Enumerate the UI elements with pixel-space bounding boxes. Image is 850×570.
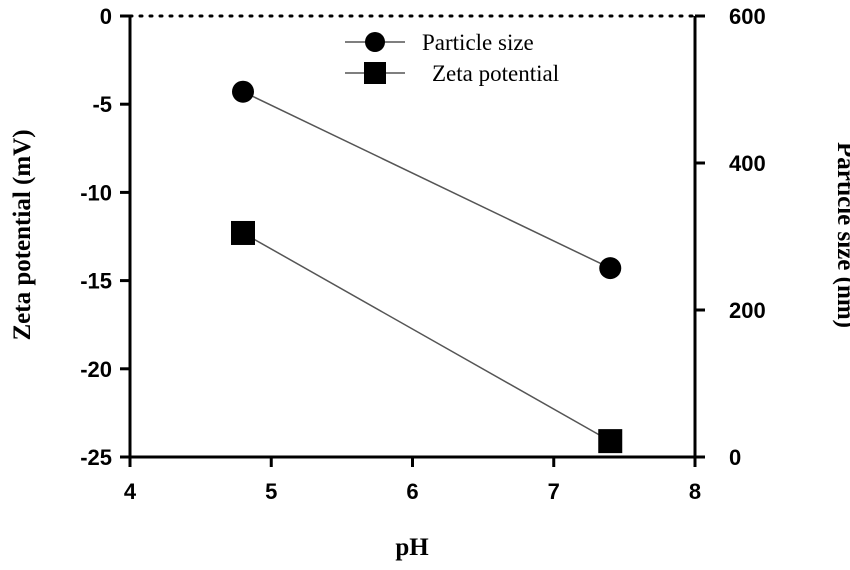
y-axis-right-label: Particle size (nm) [832, 142, 850, 328]
y-right-tick-label: 0 [729, 445, 741, 470]
zeta-potential-point [231, 220, 255, 245]
x-tick-label: 5 [265, 479, 277, 504]
y-right-tick-label: 600 [729, 4, 766, 29]
zeta-potential-line [242, 232, 611, 442]
zeta-potential-point [598, 429, 623, 454]
y-axis-left-label: Zeta potential (mV) [9, 129, 36, 340]
particle-size-line [242, 91, 611, 269]
x-tick-label: 7 [548, 479, 560, 504]
y-left-tick-label: -5 [92, 92, 112, 117]
y-left-tick-label: -15 [80, 269, 112, 294]
legend-label-zeta-potential: Zeta potential [432, 61, 559, 86]
x-tick-label: 4 [124, 479, 137, 504]
y-left-tick-label: -25 [80, 445, 112, 470]
x-axis-label: pH [395, 534, 429, 561]
legend: Particle size Zeta potential [345, 30, 559, 86]
particle-size-point [599, 257, 622, 280]
y-left-tick-label: 0 [100, 4, 112, 29]
legend-label-particle-size: Particle size [422, 30, 534, 55]
y-right-tick-label: 200 [729, 298, 766, 323]
x-tick-label: 8 [689, 479, 701, 504]
axes: 4 5 6 7 8 0 -5 -10 -15 -20 -25 600 400 200 0 [80, 4, 766, 504]
particle-size-point [232, 80, 254, 103]
plot-area [231, 80, 623, 454]
y-right-tick-label: 400 [729, 151, 766, 176]
y-left-tick-label: -10 [80, 180, 112, 205]
legend-marker-zeta-potential [364, 62, 386, 84]
legend-marker-particle-size [365, 32, 385, 52]
y-left-tick-label: -20 [80, 357, 112, 382]
x-tick-label: 6 [406, 479, 418, 504]
